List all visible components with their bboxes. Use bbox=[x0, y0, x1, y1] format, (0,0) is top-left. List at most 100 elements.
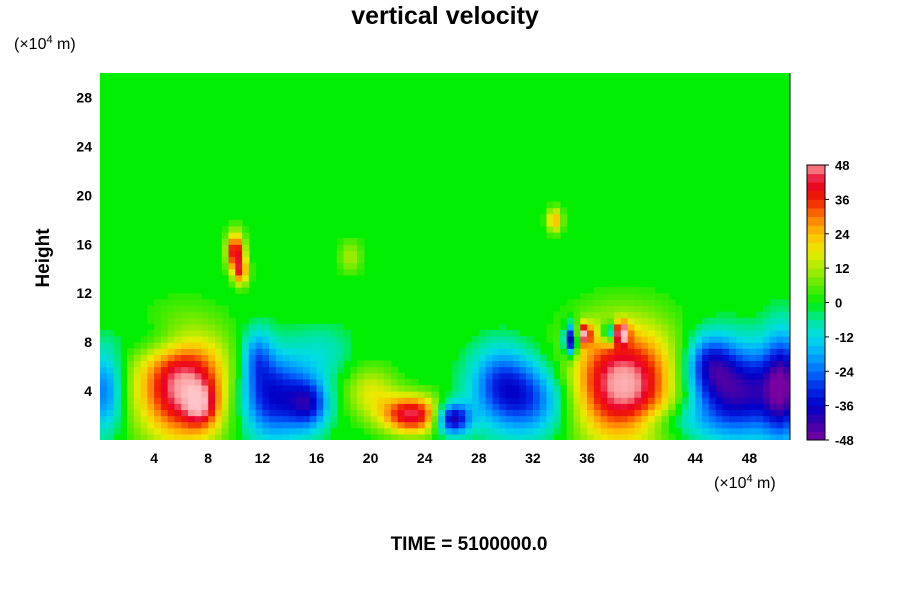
heatmap-cell bbox=[248, 378, 257, 386]
heatmap-cell bbox=[330, 397, 338, 404]
heatmap-cell bbox=[154, 317, 162, 325]
heatmap-cell bbox=[228, 433, 236, 440]
heatmap-cell bbox=[627, 372, 636, 380]
heatmap-cell bbox=[100, 354, 108, 362]
heatmap-cell bbox=[627, 329, 636, 337]
heatmap-cell bbox=[127, 391, 135, 398]
colorbar-swatch bbox=[807, 233, 825, 243]
heatmap-cell bbox=[600, 293, 608, 300]
heatmap-cell bbox=[492, 409, 500, 417]
heatmap-cell bbox=[154, 433, 162, 440]
heatmap-cell bbox=[675, 366, 683, 374]
heatmap-cell bbox=[316, 421, 324, 429]
heatmap-cell bbox=[729, 403, 737, 411]
y-tick-label: 16 bbox=[76, 236, 92, 252]
heatmap-cell bbox=[181, 360, 189, 368]
heatmap-cell bbox=[695, 360, 703, 368]
heatmap-cell bbox=[140, 378, 148, 386]
heatmap-cell bbox=[309, 336, 318, 343]
heatmap-cell bbox=[154, 397, 162, 404]
heatmap-cell bbox=[593, 299, 602, 307]
heatmap-cell bbox=[370, 384, 378, 392]
heatmap-cell bbox=[526, 384, 534, 392]
heatmap-cell bbox=[248, 360, 257, 368]
heatmap-cell bbox=[275, 384, 284, 392]
heatmap-cell bbox=[661, 427, 669, 435]
heatmap-cell bbox=[756, 354, 764, 362]
heatmap-cell bbox=[776, 305, 784, 313]
heatmap-cell bbox=[106, 421, 115, 429]
heatmap-cell bbox=[235, 274, 243, 282]
heatmap-cell bbox=[519, 409, 527, 417]
heatmap-cell bbox=[167, 336, 176, 343]
heatmap-cell bbox=[154, 360, 162, 368]
heatmap-cell bbox=[201, 329, 209, 337]
heatmap-cell bbox=[113, 403, 121, 411]
heatmap-cell bbox=[553, 384, 561, 392]
heatmap-cell bbox=[722, 336, 730, 343]
heatmap-cell bbox=[539, 378, 548, 386]
heatmap-cell bbox=[106, 348, 115, 355]
heatmap-cell bbox=[627, 311, 636, 319]
heatmap-cell bbox=[404, 391, 412, 398]
heatmap-cell bbox=[154, 366, 162, 374]
heatmap-cell bbox=[708, 329, 717, 337]
heatmap-cell bbox=[492, 348, 500, 355]
heatmap-cell bbox=[458, 427, 466, 435]
heatmap-cell bbox=[600, 433, 608, 440]
heatmap-cell bbox=[357, 397, 365, 404]
heatmap-cell bbox=[323, 342, 331, 349]
heatmap-cell bbox=[668, 397, 676, 404]
heatmap-cell bbox=[742, 360, 751, 368]
heatmap-cell bbox=[580, 391, 588, 398]
heatmap-cell bbox=[702, 427, 710, 435]
heatmap-cell bbox=[641, 421, 649, 429]
heatmap-cell bbox=[546, 323, 554, 331]
heatmap-cell bbox=[505, 415, 514, 423]
heatmap-cell bbox=[607, 311, 615, 319]
heatmap-cell bbox=[113, 378, 121, 386]
heatmap-cell bbox=[445, 433, 453, 440]
heatmap-cell bbox=[357, 391, 365, 398]
heatmap-cell bbox=[607, 433, 615, 440]
heatmap-cell bbox=[350, 403, 358, 411]
heatmap-cell bbox=[661, 293, 669, 300]
heatmap-cell bbox=[607, 305, 615, 313]
heatmap-cell bbox=[451, 409, 460, 417]
heatmap-cell bbox=[133, 409, 142, 417]
heatmap-cell bbox=[316, 427, 324, 435]
heatmap-cell bbox=[560, 207, 568, 215]
heatmap-cell bbox=[566, 366, 575, 374]
heatmap-cell bbox=[384, 366, 392, 374]
heatmap-cell bbox=[566, 433, 575, 440]
heatmap-cell bbox=[526, 366, 534, 374]
heatmap-cell bbox=[228, 391, 236, 398]
heatmap-cell bbox=[275, 342, 284, 349]
heatmap-cell bbox=[499, 415, 507, 423]
heatmap-cell bbox=[546, 336, 554, 343]
heatmap-cell bbox=[187, 433, 196, 440]
heatmap-cell bbox=[661, 397, 669, 404]
heatmap-cell bbox=[282, 360, 291, 368]
heatmap-cell bbox=[411, 384, 419, 392]
heatmap-cell bbox=[404, 409, 412, 417]
heatmap-cell bbox=[289, 427, 297, 435]
heatmap-cell bbox=[221, 250, 230, 258]
heatmap-cell bbox=[302, 378, 311, 386]
heatmap-cell bbox=[600, 427, 608, 435]
heatmap-cell bbox=[566, 348, 575, 355]
heatmap-cell bbox=[600, 311, 608, 319]
heatmap-cell bbox=[607, 354, 615, 362]
heatmap-cell bbox=[228, 238, 236, 245]
colorbar-swatch bbox=[807, 293, 825, 303]
heatmap-cell bbox=[221, 378, 230, 386]
heatmap-cell bbox=[397, 372, 406, 380]
heatmap-cell bbox=[702, 348, 710, 355]
heatmap-cell bbox=[309, 372, 318, 380]
heatmap-cell bbox=[411, 378, 419, 386]
colorbar-swatch bbox=[807, 431, 825, 441]
heatmap-cell bbox=[729, 433, 737, 440]
heatmap-cell bbox=[627, 384, 636, 392]
heatmap-cell bbox=[654, 336, 663, 343]
heatmap-cell bbox=[242, 280, 250, 288]
